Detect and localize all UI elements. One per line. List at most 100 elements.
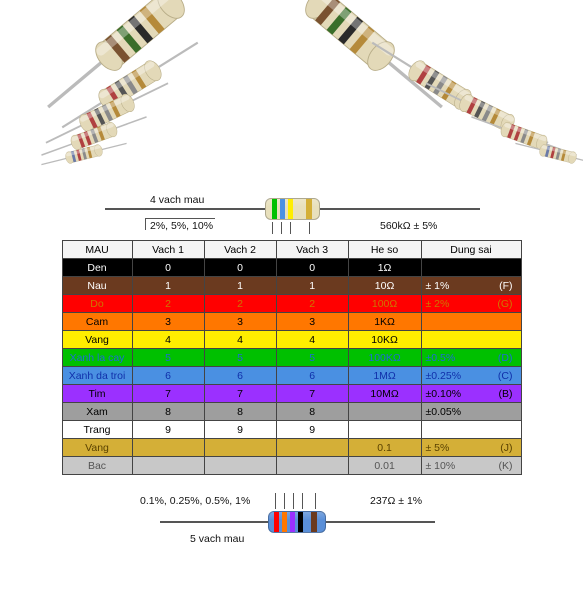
color-band — [272, 199, 277, 219]
table-cell: 1KΩ — [348, 313, 421, 331]
table-cell: Do — [62, 295, 132, 313]
table-cell — [348, 421, 421, 439]
five-band-diagram: 0.1%, 0.25%, 0.5%, 1% 237Ω ± 1% 5 vach m… — [0, 481, 583, 551]
table-row: Xam888±0.05% — [62, 403, 521, 421]
table-cell: 100KΩ — [348, 349, 421, 367]
table-row: Do222100Ω± 2%(G) — [62, 295, 521, 313]
table-cell: Vang — [62, 439, 132, 457]
table-cell: 6 — [276, 367, 348, 385]
table-row: Tim77710MΩ±0.10%(B) — [62, 385, 521, 403]
table-cell: Trang — [62, 421, 132, 439]
table-cell: 7 — [132, 385, 204, 403]
table-cell: 1 — [276, 277, 348, 295]
table-cell: 8 — [276, 403, 348, 421]
table-cell-tolerance: ±0.10%(B) — [421, 385, 521, 403]
table-cell: 3 — [204, 313, 276, 331]
table-cell: 0 — [132, 259, 204, 277]
table-cell-tolerance: ± 5%(J) — [421, 439, 521, 457]
table-header: Vach 2 — [204, 241, 276, 259]
table-cell: Xanh da troi — [62, 367, 132, 385]
table-row: Bac 0.01± 10%(K) — [62, 457, 521, 475]
five-band-example-label: 237Ω ± 1% — [370, 495, 422, 507]
table-cell-tolerance: ±0.5%(D) — [421, 349, 521, 367]
table-cell: Nau — [62, 277, 132, 295]
table-header: He so — [348, 241, 421, 259]
table-cell: 5 — [204, 349, 276, 367]
color-band — [311, 512, 317, 532]
table-cell: 1 — [204, 277, 276, 295]
table-cell: 0 — [204, 259, 276, 277]
table-cell: 1Ω — [348, 259, 421, 277]
table-cell: 8 — [132, 403, 204, 421]
table-row: Vang 0.1± 5%(J) — [62, 439, 521, 457]
table-cell: Xanh la cay — [62, 349, 132, 367]
four-band-example-label: 560kΩ ± 5% — [380, 220, 437, 232]
table-cell-tolerance — [421, 421, 521, 439]
table-cell: Den — [62, 259, 132, 277]
resistor-photo-cluster — [0, 0, 583, 180]
table-cell: 4 — [276, 331, 348, 349]
table-cell: 6 — [204, 367, 276, 385]
four-band-label: 4 vach mau — [150, 194, 204, 206]
table-cell-tolerance — [421, 313, 521, 331]
table-cell: 6 — [132, 367, 204, 385]
table-cell-tolerance: ± 1%(F) — [421, 277, 521, 295]
table-cell: 10MΩ — [348, 385, 421, 403]
table-header: Dung sai — [421, 241, 521, 259]
table-cell: 3 — [132, 313, 204, 331]
table-cell: 4 — [204, 331, 276, 349]
color-band — [306, 199, 312, 219]
table-cell: 9 — [204, 421, 276, 439]
table-cell-tolerance: ± 10%(K) — [421, 457, 521, 475]
table-cell: Vang — [62, 331, 132, 349]
four-band-diagram: 4 vach mau 2%, 5%, 10% 560kΩ ± 5% — [0, 180, 583, 240]
table-cell — [348, 403, 421, 421]
table-header: Vach 3 — [276, 241, 348, 259]
table-cell-tolerance — [421, 331, 521, 349]
table-cell — [276, 457, 348, 475]
table-cell: 7 — [204, 385, 276, 403]
color-band — [298, 512, 303, 532]
table-cell: 2 — [132, 295, 204, 313]
table-cell: 0.1 — [348, 439, 421, 457]
table-cell-tolerance: ± 2%(G) — [421, 295, 521, 313]
table-cell: Bac — [62, 457, 132, 475]
color-band — [280, 199, 285, 219]
color-band — [288, 199, 293, 219]
table-cell — [132, 457, 204, 475]
table-cell: 4 — [132, 331, 204, 349]
table-cell-tolerance — [421, 259, 521, 277]
table-row: Den0001Ω — [62, 259, 521, 277]
four-band-tolerance-label: 2%, 5%, 10% — [150, 220, 213, 232]
table-cell: 8 — [204, 403, 276, 421]
table-cell: 1MΩ — [348, 367, 421, 385]
table-cell-tolerance: ±0.05% — [421, 403, 521, 421]
five-band-resistor-body — [268, 511, 326, 533]
color-band — [282, 512, 287, 532]
five-band-tolerance-label: 0.1%, 0.25%, 0.5%, 1% — [140, 495, 250, 507]
color-band — [290, 512, 295, 532]
table-cell: Tim — [62, 385, 132, 403]
table-cell — [132, 439, 204, 457]
four-band-resistor-body — [265, 198, 320, 220]
table-cell: 1 — [132, 277, 204, 295]
table-cell: 9 — [276, 421, 348, 439]
table-cell: 3 — [276, 313, 348, 331]
five-band-label: 5 vach mau — [190, 533, 244, 545]
table-cell: 9 — [132, 421, 204, 439]
table-row: Vang44410KΩ — [62, 331, 521, 349]
table-cell: 2 — [204, 295, 276, 313]
table-row: Xanh da troi6661MΩ±0.25%(C) — [62, 367, 521, 385]
table-cell: 7 — [276, 385, 348, 403]
table-cell: 0.01 — [348, 457, 421, 475]
table-header: MAU — [62, 241, 132, 259]
table-cell: 100Ω — [348, 295, 421, 313]
table-cell — [276, 439, 348, 457]
color-code-table: MAUVach 1Vach 2Vach 3He soDung sai Den00… — [62, 240, 522, 475]
table-cell-tolerance: ±0.25%(C) — [421, 367, 521, 385]
table-cell: 10KΩ — [348, 331, 421, 349]
table-cell: 10Ω — [348, 277, 421, 295]
table-row: Nau11110Ω± 1%(F) — [62, 277, 521, 295]
color-band — [274, 512, 279, 532]
table-cell: 0 — [276, 259, 348, 277]
